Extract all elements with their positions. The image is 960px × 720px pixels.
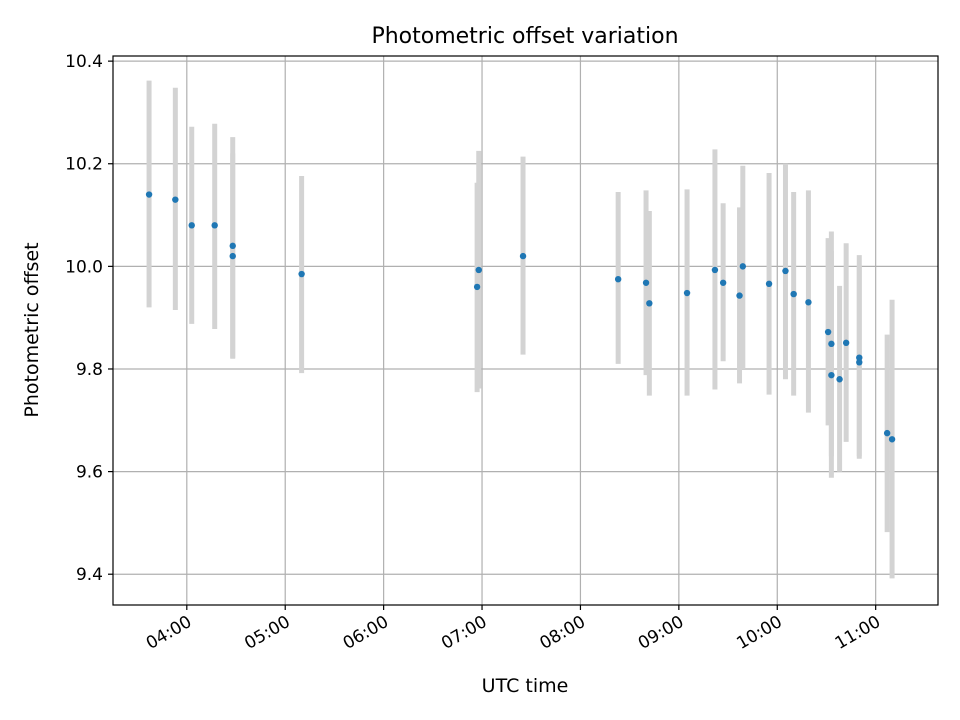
data-point bbox=[856, 354, 863, 361]
x-axis-label: UTC time bbox=[482, 675, 569, 697]
y-tick-label: 10.2 bbox=[65, 155, 103, 175]
data-point bbox=[188, 222, 195, 229]
data-point bbox=[683, 289, 691, 297]
data-point bbox=[782, 267, 789, 275]
data-point bbox=[172, 196, 179, 203]
y-tick-label: 9.8 bbox=[76, 360, 103, 380]
chart-title: Photometric offset variation bbox=[371, 24, 678, 49]
data-point bbox=[145, 191, 153, 198]
data-point bbox=[836, 376, 843, 383]
data-point bbox=[883, 429, 891, 437]
y-axis-label: Photometric offset bbox=[21, 242, 43, 417]
data-point bbox=[888, 436, 896, 443]
data-point bbox=[519, 252, 527, 260]
data-points bbox=[145, 191, 896, 443]
data-point bbox=[824, 328, 832, 336]
y-tick-label: 10.0 bbox=[65, 257, 103, 277]
data-point bbox=[790, 290, 797, 298]
data-point bbox=[642, 279, 650, 286]
data-point bbox=[842, 339, 850, 347]
data-point bbox=[473, 283, 481, 291]
data-point bbox=[711, 266, 719, 274]
grid bbox=[113, 56, 938, 605]
plot-frame bbox=[112, 55, 939, 606]
data-point bbox=[828, 371, 835, 379]
data-point bbox=[828, 340, 835, 348]
data-point bbox=[298, 270, 305, 278]
y-tick-label: 10.4 bbox=[65, 52, 103, 72]
data-point bbox=[856, 359, 863, 366]
data-point bbox=[211, 222, 218, 229]
data-point bbox=[229, 242, 236, 250]
y-tick-label: 9.6 bbox=[76, 463, 103, 483]
data-point bbox=[765, 280, 773, 288]
data-point bbox=[739, 263, 747, 270]
y-tick-label: 9.4 bbox=[76, 565, 103, 585]
data-point bbox=[475, 266, 482, 274]
data-point bbox=[719, 279, 727, 286]
y-axis-ticks: 9.4 9.6 9.8 10.0 10.2 10.4 bbox=[65, 52, 113, 585]
data-point bbox=[229, 252, 236, 260]
data-point bbox=[805, 299, 812, 306]
data-point bbox=[736, 292, 743, 299]
data-point bbox=[614, 275, 622, 283]
data-point bbox=[646, 300, 653, 307]
